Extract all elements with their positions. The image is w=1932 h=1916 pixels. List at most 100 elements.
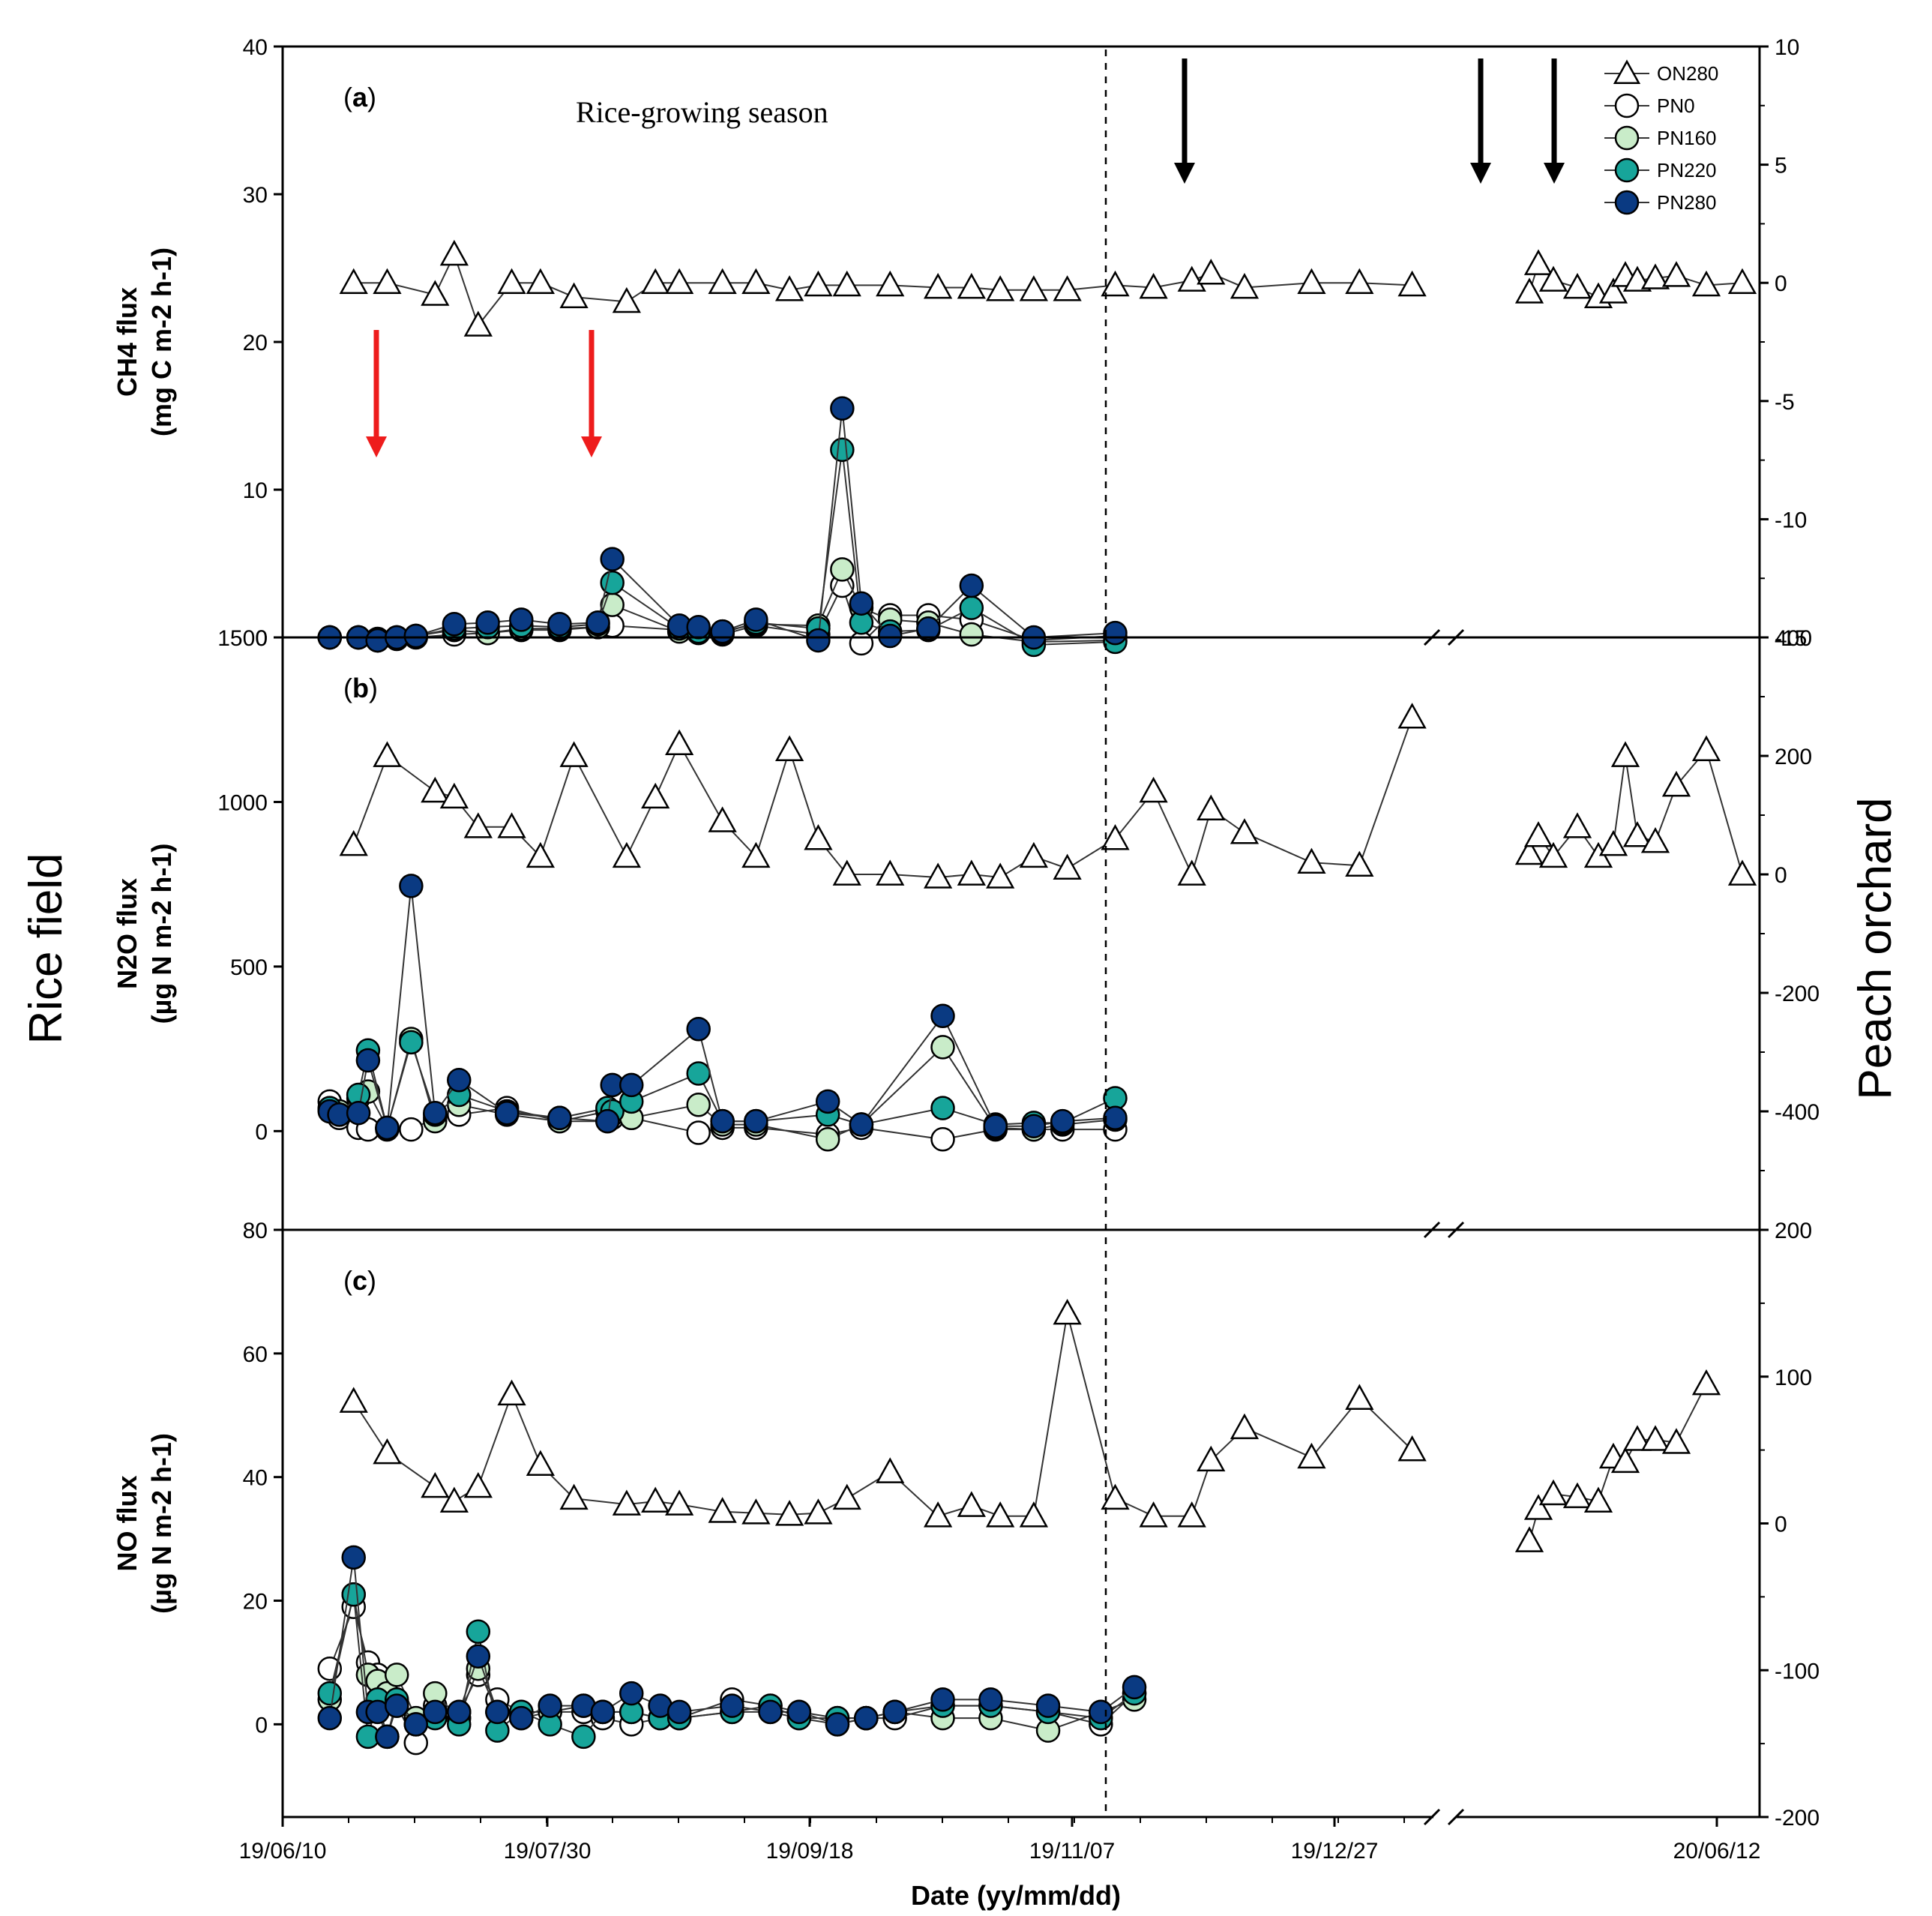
marker-triangle [1523, 249, 1553, 275]
marker-circle [346, 1100, 371, 1126]
marker-circle [423, 1100, 448, 1126]
marker-triangle [497, 268, 526, 295]
marker-circle [442, 612, 467, 637]
marker-triangle [1538, 265, 1568, 292]
marker-circle [882, 1699, 907, 1725]
marker-triangle [1562, 812, 1592, 838]
marker-triangle [1053, 275, 1082, 301]
marker-triangle [1139, 1501, 1168, 1528]
arrow-head [1470, 163, 1491, 184]
marker-triangle [1177, 859, 1206, 886]
panel-label-open: ( [343, 673, 352, 703]
marker-circle [494, 1100, 520, 1126]
left-tick-label: 40 [243, 35, 268, 60]
marker-triangle [1197, 1445, 1226, 1472]
x-tick-label: 19/09/18 [766, 1839, 854, 1864]
x-tick-label: 19/11/07 [1029, 1839, 1116, 1864]
marker-triangle [1397, 1435, 1427, 1462]
marker-circle [399, 874, 424, 898]
series-pn280 [317, 874, 1128, 1141]
marker-triangle [1397, 270, 1427, 297]
black-arrow-1 [1174, 58, 1195, 184]
marker-circle [786, 1699, 812, 1725]
marker-triangle [1640, 263, 1670, 289]
marker-triangle [1583, 1486, 1613, 1513]
x-tick-label: 19/07/30 [504, 1839, 592, 1864]
legend-item-pn280: PN280 [1604, 190, 1717, 215]
series-on280_2020 [1514, 735, 1757, 886]
marker-triangle [1101, 824, 1130, 850]
marker-triangle [1230, 272, 1260, 299]
marker-circle [686, 614, 711, 640]
marker-circle [710, 1108, 735, 1134]
marker-triangle [665, 1489, 694, 1516]
panel-label-close: ) [367, 1265, 376, 1296]
marker-triangle [741, 1498, 771, 1525]
marker-circle [600, 570, 625, 595]
marker-circle [509, 607, 534, 632]
y-axis-title-line1: NO flux [112, 1475, 142, 1571]
marker-triangle [708, 1497, 737, 1523]
marker-triangle [1691, 735, 1721, 761]
marker-circle [485, 1699, 510, 1725]
fertilization-arrows [366, 58, 1565, 457]
marker-triangle [1661, 770, 1691, 797]
marker-circle [720, 1693, 744, 1718]
marker-circle [959, 622, 984, 647]
marker-triangle [957, 859, 986, 886]
marker-triangle [559, 741, 589, 767]
series-on280 [339, 703, 1427, 889]
marker-circle [466, 1619, 491, 1644]
marker-triangle [421, 1471, 450, 1498]
marker-triangle [1197, 259, 1226, 285]
marker-triangle [339, 1387, 368, 1413]
panel-label: (b) [343, 673, 378, 703]
marker-triangle [1019, 841, 1049, 868]
marker-triangle [463, 310, 493, 337]
right-tick-label: -400 [1775, 1100, 1820, 1125]
marker-triangle [986, 1501, 1015, 1528]
left-tick-label: 10 [243, 478, 268, 503]
marker-triangle [526, 268, 555, 295]
panel-b: 0 500 1000 1500 -400 -200 0 200 400 (b) N2O flux (µ… [112, 626, 1820, 1239]
marker-triangle [439, 1486, 469, 1513]
marker-triangle [741, 268, 771, 295]
marker-triangle [804, 1498, 833, 1525]
right-tick-label: 0 [1775, 863, 1787, 888]
panel-label-letter: a [352, 82, 368, 112]
panel-label-open: ( [343, 82, 352, 112]
marker-circle [978, 1687, 1003, 1712]
marker-triangle [1345, 1384, 1374, 1410]
marker-triangle [1598, 829, 1628, 856]
marker-circle [403, 623, 429, 649]
marker-triangle [1610, 1447, 1640, 1474]
marker-circle [538, 1693, 562, 1718]
marker-triangle [1691, 270, 1721, 297]
marker-circle [666, 1699, 692, 1725]
marker-triangle [804, 270, 833, 297]
marker-circle [877, 623, 903, 649]
marker-circle [959, 595, 984, 620]
y-axis-title-line1: N2O flux [112, 878, 142, 989]
marker-triangle [986, 862, 1015, 889]
x-axis-title: Date (yy/mm/dd) [911, 1880, 1121, 1911]
marker-circle [595, 1108, 620, 1134]
marker-circle [825, 1712, 850, 1737]
legend-marker [1614, 157, 1640, 183]
marker-circle [547, 612, 572, 637]
left-tick-label: 0 [255, 1713, 268, 1738]
legend-label: PN0 [1657, 94, 1695, 117]
marker-triangle [774, 735, 804, 761]
panel-c: 0 20 40 60 80 -200 -100 0 100 200 (c) NO flux (µg N … [112, 1219, 1820, 1831]
marker-circle [355, 1048, 381, 1073]
marker-triangle [373, 741, 402, 767]
legend-label: PN280 [1657, 191, 1717, 214]
right-tick-label: 100 [1775, 1366, 1812, 1390]
marker-triangle [1101, 270, 1130, 297]
marker-triangle [923, 272, 953, 299]
panel-label-open: ( [343, 1265, 352, 1296]
marker-triangle [876, 270, 905, 297]
season-label: Rice-growing season [576, 95, 828, 129]
left-tick-label: 20 [243, 1590, 268, 1615]
